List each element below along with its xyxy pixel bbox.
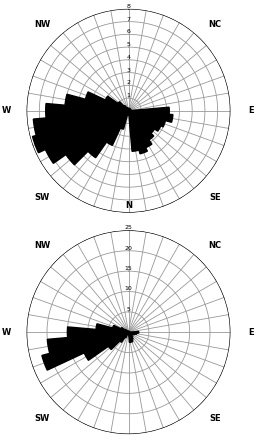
Text: NW: NW	[34, 20, 50, 29]
Text: 10: 10	[125, 287, 132, 291]
Text: N: N	[125, 201, 132, 210]
Text: SW: SW	[34, 414, 50, 423]
Polygon shape	[42, 324, 139, 370]
Text: SW: SW	[34, 193, 50, 202]
Text: 6: 6	[126, 29, 131, 35]
Text: 1: 1	[126, 93, 131, 98]
Text: E: E	[248, 106, 254, 115]
Text: NW: NW	[34, 241, 50, 250]
Text: W: W	[2, 328, 11, 337]
Text: 8: 8	[126, 4, 131, 9]
Text: 7: 7	[126, 16, 131, 22]
Text: 5: 5	[126, 307, 131, 312]
Text: NC: NC	[208, 20, 222, 29]
Text: SE: SE	[209, 193, 221, 202]
Text: W: W	[2, 106, 11, 115]
Text: 15: 15	[125, 266, 132, 271]
Text: SE: SE	[209, 414, 221, 423]
Text: S: S	[125, 233, 132, 242]
Polygon shape	[33, 92, 173, 165]
Text: 25: 25	[125, 225, 132, 230]
Text: 3: 3	[126, 67, 131, 73]
Text: E: E	[248, 328, 254, 337]
Text: 4: 4	[126, 55, 131, 60]
Text: NC: NC	[208, 241, 222, 250]
Text: 5: 5	[126, 42, 131, 47]
Text: 20: 20	[125, 246, 132, 251]
Text: 2: 2	[126, 80, 131, 85]
